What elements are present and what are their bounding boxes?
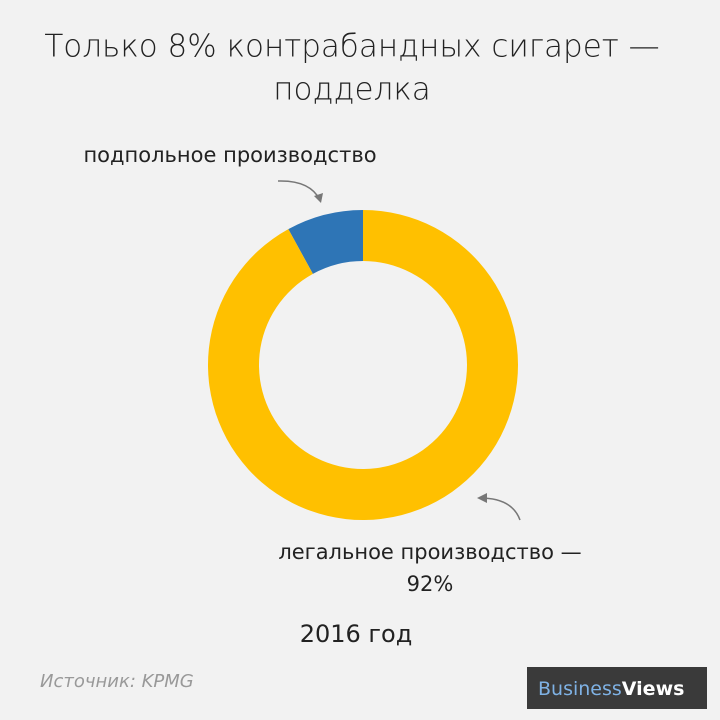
value-label: 92% <box>407 572 454 596</box>
logo-box <box>527 667 707 709</box>
arrow-head <box>477 493 487 503</box>
logo-part: Views <box>622 678 685 700</box>
slice-label: подпольное производство <box>83 143 376 167</box>
donut-slice <box>207 210 518 520</box>
logo: BusinessViews <box>538 678 684 700</box>
donut-slice <box>288 210 363 274</box>
logo-part: Business <box>538 678 622 700</box>
subtitle: 2016 год <box>300 620 413 648</box>
chart-title: Только 8% контрабандных сигарет — <box>44 29 659 65</box>
slice-label: легальное производство — <box>278 540 581 564</box>
chart-title: подделка <box>273 72 431 108</box>
source: Источник: KPMG <box>40 671 194 692</box>
arrow-head <box>314 193 323 203</box>
